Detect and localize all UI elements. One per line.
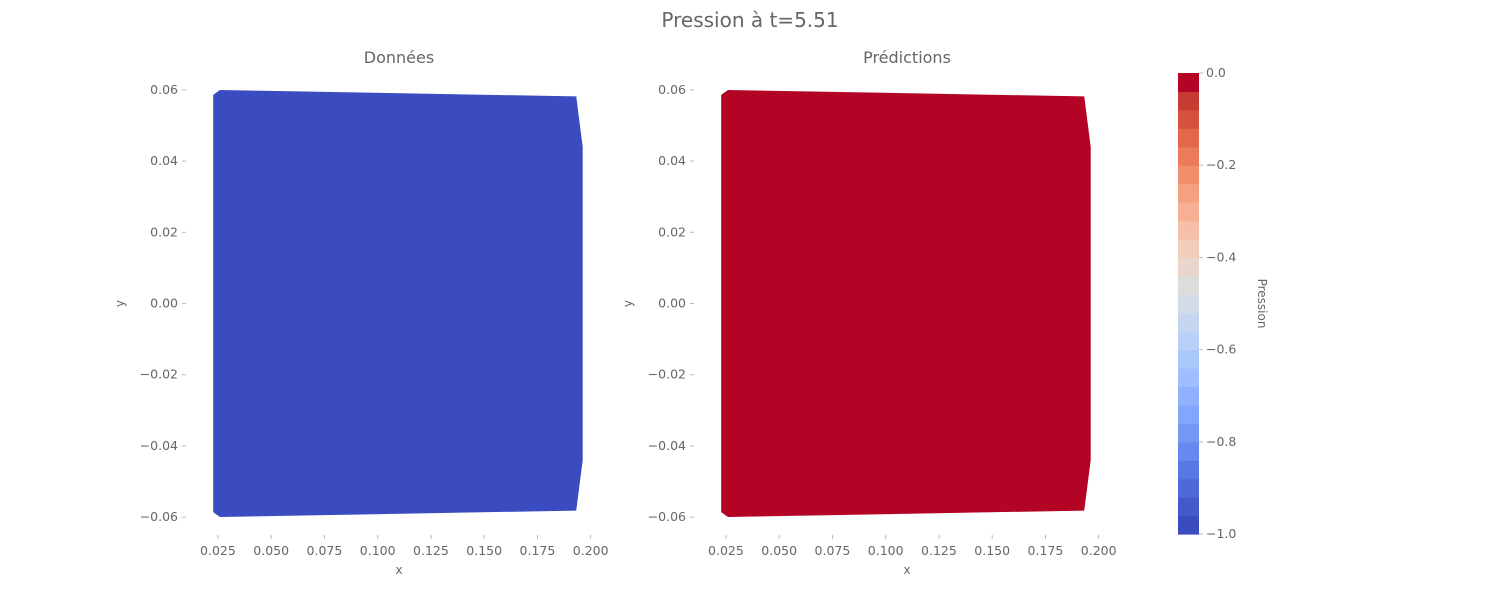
- panel-2-ytick-label: 0.06: [658, 82, 686, 97]
- panel-1-xtick-label: 0.175: [520, 543, 556, 558]
- colorbar-tick-label: 0.0: [1206, 65, 1226, 80]
- panel-2-xtick-label: 0.125: [921, 543, 957, 558]
- panel-1-xtick-label: 0.125: [413, 543, 449, 558]
- colorbar-segment: [1178, 275, 1199, 295]
- panel-2-xlabel: x: [903, 563, 910, 577]
- colorbar-segment: [1178, 73, 1199, 93]
- panel-2-ytick-label: −0.06: [648, 509, 686, 524]
- panel-1-ytick-label: 0.06: [150, 82, 178, 97]
- panel-1-xtick-label: 0.150: [466, 543, 502, 558]
- panel-1-ytick-label: −0.06: [140, 509, 178, 524]
- panel-1-ytick-label: 0.04: [150, 153, 178, 168]
- colorbar-tick-label: −0.6: [1206, 342, 1236, 357]
- colorbar-segment: [1178, 460, 1199, 480]
- panel-2-pressure-field: [721, 89, 1091, 518]
- panel-2-xtick-label: 0.075: [815, 543, 851, 558]
- colorbar-segment: [1178, 478, 1199, 498]
- colorbar-segment: [1178, 238, 1199, 258]
- colorbar-segment: [1178, 331, 1199, 351]
- panel-1-xtick-label: 0.075: [307, 543, 343, 558]
- panel-2-xtick-label: 0.100: [868, 543, 904, 558]
- colorbar-tick-label: −1.0: [1206, 526, 1236, 541]
- colorbar-tick-label: −0.2: [1206, 157, 1236, 172]
- colorbar-segment: [1178, 183, 1199, 203]
- colorbar-segment: [1178, 441, 1199, 461]
- panel-1-ytick-label: 0.02: [150, 224, 178, 239]
- panel-1-title: Données: [364, 48, 434, 67]
- panel-1-ylabel: y: [113, 300, 127, 307]
- panel-2-xtick-label: 0.175: [1028, 543, 1064, 558]
- colorbar-segment: [1178, 312, 1199, 332]
- colorbar-segment: [1178, 404, 1199, 424]
- panel-2-ytick-label: 0.02: [658, 224, 686, 239]
- panel-2-ylabel: y: [621, 300, 635, 307]
- colorbar-segment: [1178, 515, 1199, 535]
- colorbar-segment: [1178, 202, 1199, 222]
- panel-1-xtick-label: 0.050: [253, 543, 289, 558]
- panel-2-xtick-label: 0.200: [1081, 543, 1117, 558]
- colorbar-segment: [1178, 109, 1199, 129]
- colorbar-segment: [1178, 146, 1199, 166]
- panel-2-xtick-label: 0.150: [974, 543, 1010, 558]
- panel-1-xlabel: x: [395, 563, 402, 577]
- colorbar-segment: [1178, 497, 1199, 517]
- colorbar-tick-label: −0.4: [1206, 249, 1236, 264]
- panel-2-ytick-label: −0.02: [648, 367, 686, 382]
- colorbar-segment: [1178, 386, 1199, 406]
- figure-title: Pression à t=5.51: [661, 8, 838, 32]
- panel-1-ytick-label: 0.00: [150, 296, 178, 311]
- colorbar-segment: [1178, 91, 1199, 111]
- colorbar-segment: [1178, 128, 1199, 148]
- panel-2-title: Prédictions: [863, 48, 951, 67]
- colorbar-segment: [1178, 220, 1199, 240]
- panel-2-ytick-label: 0.04: [658, 153, 686, 168]
- colorbar-segment: [1178, 165, 1199, 185]
- panel-2-xtick-label: 0.025: [708, 543, 744, 558]
- panel-1-ytick-label: −0.02: [140, 367, 178, 382]
- colorbar-segment: [1178, 294, 1199, 314]
- panel-2-ytick-label: 0.00: [658, 296, 686, 311]
- colorbar-segment: [1178, 423, 1199, 443]
- panel-1-xtick-label: 0.100: [360, 543, 396, 558]
- panel-1-xtick-label: 0.025: [200, 543, 236, 558]
- panel-1-xtick-label: 0.200: [573, 543, 609, 558]
- colorbar-tick-label: −0.8: [1206, 434, 1236, 449]
- panel-2-ytick-label: −0.04: [648, 438, 686, 453]
- colorbar-segment: [1178, 368, 1199, 388]
- colorbar-segment: [1178, 257, 1199, 277]
- colorbar-label: Pression: [1255, 279, 1269, 329]
- panel-2-xtick-label: 0.050: [761, 543, 797, 558]
- colorbar-segment: [1178, 349, 1199, 369]
- panel-1-pressure-field: [213, 89, 583, 518]
- panel-1-ytick-label: −0.04: [140, 438, 178, 453]
